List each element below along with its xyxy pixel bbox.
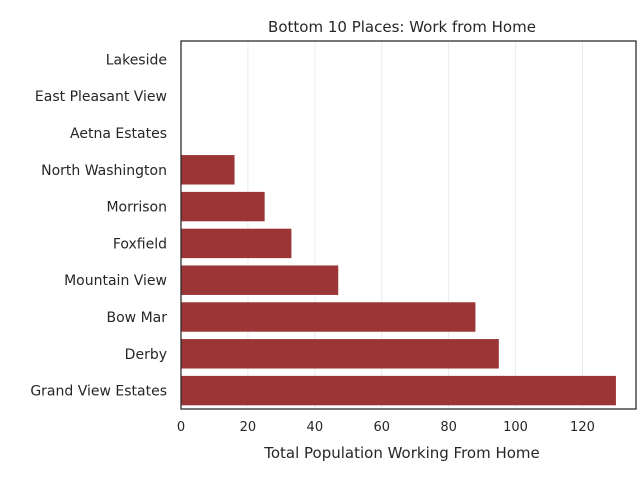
y-tick-label: Mountain View [64, 273, 167, 289]
bars [181, 155, 616, 406]
chart-title: Bottom 10 Places: Work from Home [268, 18, 536, 36]
bar [181, 228, 292, 259]
bar [181, 191, 265, 222]
x-tick-label: 0 [177, 420, 185, 435]
bar [181, 375, 616, 406]
y-tick-label: East Pleasant View [35, 89, 167, 105]
bar [181, 155, 235, 185]
y-tick-label: Lakeside [106, 52, 167, 68]
bar [181, 265, 339, 295]
x-axis-label: Total Population Working From Home [263, 444, 540, 462]
y-tick-label: Morrison [106, 200, 167, 216]
bar [181, 339, 499, 369]
x-tick-label: 20 [240, 420, 257, 435]
x-tick-label: 100 [503, 420, 528, 435]
x-tick-label: 40 [307, 420, 324, 435]
x-tick-labels: 0 20 40 60 80 100 120 [177, 420, 595, 435]
x-tick-label: 120 [570, 420, 595, 435]
y-tick-label: Derby [125, 347, 167, 363]
y-tick-labels: Lakeside East Pleasant View Aetna Estates N… [30, 52, 167, 399]
x-tick-label: 80 [440, 420, 457, 435]
y-tick-label: Aetna Estates [70, 126, 167, 142]
y-tick-label: Foxfield [113, 236, 167, 252]
x-tick-label: 60 [373, 420, 390, 435]
bar [181, 302, 476, 332]
plot-frame [180, 40, 637, 410]
y-tick-label: Bow Mar [107, 310, 168, 326]
y-tick-label: Grand View Estates [30, 384, 167, 400]
y-tick-label: North Washington [41, 163, 167, 179]
